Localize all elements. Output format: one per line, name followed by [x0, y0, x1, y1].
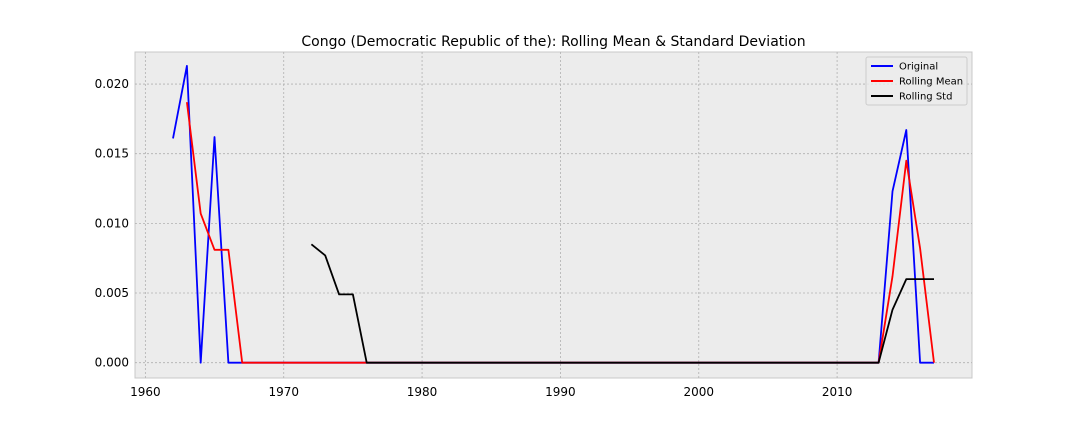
- legend-box: [865, 56, 968, 106]
- x-tick-label: 1970: [268, 385, 299, 399]
- series-lines: [172, 65, 935, 364]
- series-line-rolling-std: [310, 243, 934, 364]
- legend-label: Original: [899, 62, 938, 73]
- chart-title: Congo (Democratic Republic of the): Roll…: [301, 34, 805, 50]
- plot-area: [134, 51, 973, 379]
- x-tick-label: 2000: [683, 385, 714, 399]
- x-tick-label: 2010: [822, 385, 853, 399]
- y-tick-label: 0.000: [95, 356, 129, 370]
- legend: Original Rolling Mean Rolling Std: [865, 56, 968, 106]
- x-tick-label: 1990: [545, 385, 576, 399]
- axis-ticks: 1960 1970 1980 1990 2000 2010 0.000 0.005 0.010 0…: [95, 77, 853, 399]
- y-tick-label: 0.005: [95, 286, 129, 300]
- legend-label: Rolling Std: [899, 92, 952, 103]
- y-tick-label: 0.015: [95, 147, 129, 161]
- y-tick-label: 0.010: [95, 216, 129, 230]
- x-tick-label: 1980: [407, 385, 438, 399]
- x-tick-label: 1960: [130, 385, 161, 399]
- y-tick-label: 0.020: [95, 77, 129, 91]
- legend-label: Rolling Mean: [899, 77, 963, 88]
